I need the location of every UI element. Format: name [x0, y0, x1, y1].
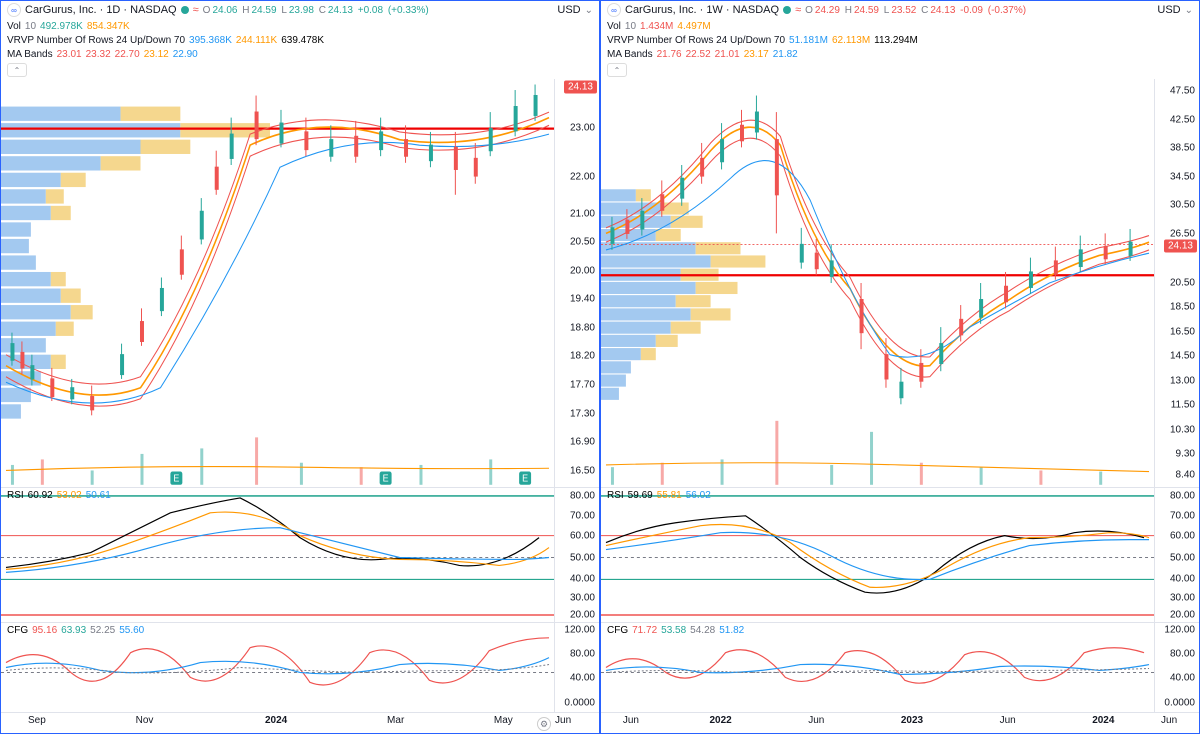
vrvp-indicator[interactable]: VRVP Number Of Rows 24 Up/Down 70 395.36…	[1, 33, 599, 47]
settings-gear-icon[interactable]: ⚙	[537, 717, 551, 731]
chevron-down-icon[interactable]: ⌄	[585, 5, 593, 16]
cfg-label: CFG 71.72 53.58 54.28 51.82	[607, 625, 744, 636]
vrvp-indicator[interactable]: VRVP Number Of Rows 24 Up/Down 70 51.181…	[601, 33, 1199, 47]
chevron-down-icon[interactable]: ⌄	[1185, 5, 1193, 16]
svg-text:E: E	[522, 473, 528, 485]
wave-icon: ≈	[795, 4, 801, 16]
ohlc-values: O24.29 H24.59 L23.52 C24.13 -0.09 (-0.37…	[805, 5, 1028, 16]
price-chart[interactable]: E E E 24.13 23.00 22.00 21.00 20.50 20.0…	[1, 79, 599, 488]
currency-label: USD	[557, 4, 580, 16]
symbol-title[interactable]: CarGurus, Inc. · 1D · NASDAQ	[25, 4, 177, 16]
ohlc-values: O24.06 H24.59 L23.98 C24.13 +0.08 (+0.33…	[203, 5, 431, 16]
volume-bars	[611, 421, 1102, 485]
rsi-chart[interactable]: RSI 59.69 55.81 56.02 80.00	[601, 488, 1199, 623]
cfg-axis[interactable]: 120.00 80.00 40.00 0.0000	[554, 623, 599, 712]
weekly-panel: ∞ CarGurus, Inc. · 1W · NASDAQ ≈ O24.29 …	[600, 0, 1200, 734]
currency-label: USD	[1157, 4, 1180, 16]
ma-bands-indicator[interactable]: MA Bands 21.76 22.52 21.01 23.17 21.82	[601, 47, 1199, 61]
last-price-tag: 24.13	[1164, 240, 1197, 253]
symbol-logo-icon: ∞	[607, 3, 621, 17]
volume-bars	[11, 437, 492, 484]
svg-text:E: E	[173, 473, 179, 485]
rsi-chart[interactable]: RSI 60.92 53.02 50.61 80.00	[1, 488, 599, 623]
status-dot-icon	[783, 6, 791, 14]
chart-header: ∞ CarGurus, Inc. · 1W · NASDAQ ≈ O24.29 …	[601, 1, 1199, 19]
price-chart[interactable]: 47.50 42.50 38.50 34.50 30.50 26.50 24.1…	[601, 79, 1199, 488]
time-axis[interactable]: Sep Nov 2024 Mar May Jun ⚙	[1, 713, 599, 733]
volume-indicator[interactable]: Vol 10 492.978K 854.347K	[1, 19, 599, 33]
daily-panel: ∞ CarGurus, Inc. · 1D · NASDAQ ≈ O24.06 …	[0, 0, 600, 734]
price-axis[interactable]: 47.50 42.50 38.50 34.50 30.50 26.50 24.1…	[1154, 79, 1199, 487]
svg-text:E: E	[383, 473, 389, 485]
rsi-label: RSI 60.92 53.02 50.61	[7, 490, 111, 501]
price-axis[interactable]: 24.13 23.00 22.00 21.00 20.50 20.00 19.4…	[554, 79, 599, 487]
rsi-axis[interactable]: 80.00 70.00 60.00 50.00 40.00 30.00 20.0…	[1154, 488, 1199, 622]
collapse-button[interactable]: ⌃	[607, 63, 627, 77]
cfg-chart[interactable]: CFG 95.16 63.93 52.25 55.60 120.00 80.00…	[1, 623, 599, 713]
symbol-title[interactable]: CarGurus, Inc. · 1W · NASDAQ	[625, 4, 779, 16]
cfg-axis[interactable]: 120.00 80.00 40.00 0.0000	[1154, 623, 1199, 712]
cfg-chart[interactable]: CFG 71.72 53.58 54.28 51.82 120.00 80.00…	[601, 623, 1199, 713]
chart-header: ∞ CarGurus, Inc. · 1D · NASDAQ ≈ O24.06 …	[1, 1, 599, 19]
last-price-tag: 24.13	[564, 81, 597, 94]
collapse-button[interactable]: ⌃	[7, 63, 27, 77]
symbol-logo-icon: ∞	[7, 3, 21, 17]
rsi-axis[interactable]: 80.00 70.00 60.00 50.00 40.00 30.00 20.0…	[554, 488, 599, 622]
volume-indicator[interactable]: Vol 10 1.434M 4.497M	[601, 19, 1199, 33]
time-axis[interactable]: Jun 2022 Jun 2023 Jun 2024 Jun	[601, 713, 1199, 733]
status-dot-icon	[181, 6, 189, 14]
ma-bands-indicator[interactable]: MA Bands 23.01 23.32 22.70 23.12 22.90	[1, 47, 599, 61]
cfg-label: CFG 95.16 63.93 52.25 55.60	[7, 625, 144, 636]
wave-icon: ≈	[193, 4, 199, 16]
rsi-label: RSI 59.69 55.81 56.02	[607, 490, 711, 501]
